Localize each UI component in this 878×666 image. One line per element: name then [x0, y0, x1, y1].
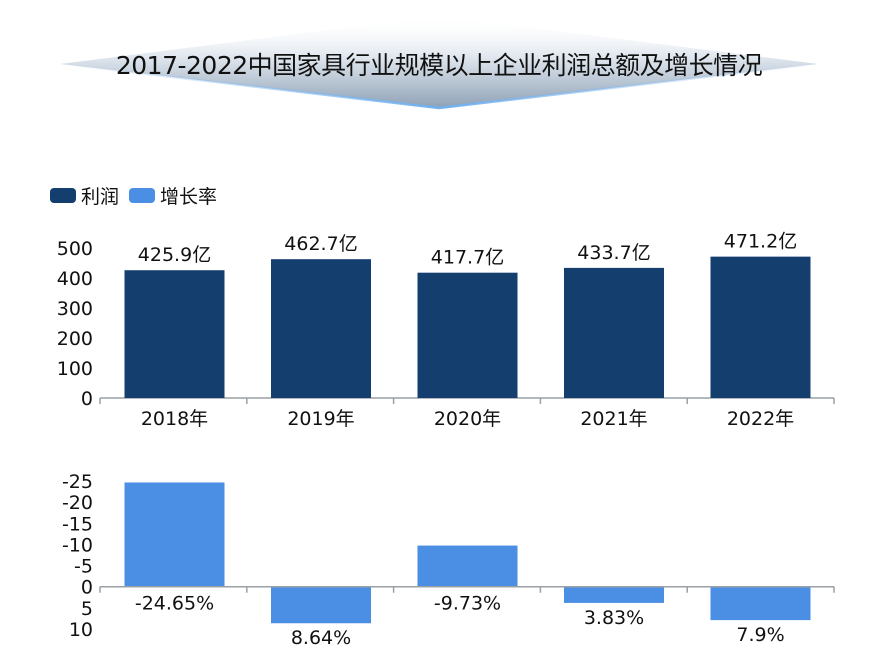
legend-swatch-profit	[50, 187, 76, 203]
y-tick-label: -15	[62, 513, 93, 535]
y-tick-label: 300	[57, 298, 93, 320]
x-category-label: 2018年	[141, 408, 208, 430]
profit-data-label: 433.7亿	[577, 242, 650, 264]
profit-data-label: 425.9亿	[138, 244, 211, 266]
growth-bar	[564, 586, 664, 603]
profit-data-label: 417.7亿	[431, 247, 504, 269]
y-tick-label: -5	[74, 556, 93, 578]
growth-data-label: 7.9%	[736, 624, 784, 646]
profit-bar	[271, 259, 371, 398]
y-tick-label: -25	[62, 471, 93, 493]
y-tick-label: -20	[62, 492, 93, 514]
legend-item-profit: 利润	[50, 182, 119, 209]
legend: 利润 增长率	[50, 182, 227, 209]
y-tick-label: 400	[57, 268, 93, 290]
y-tick-label: 0	[81, 388, 93, 410]
x-category-label: 2019年	[287, 408, 354, 430]
legend-label-profit: 利润	[81, 185, 120, 208]
profit-bar-chart: 500 400 300 200 100 0 425.9亿 2018年 462.7亿 2019年 41…	[57, 231, 835, 430]
y-tick-label: 200	[57, 328, 93, 350]
legend-label-growth: 增长率	[160, 185, 218, 208]
x-category-label: 2021年	[580, 408, 647, 430]
growth-bar	[124, 482, 225, 587]
x-category-label: 2022年	[727, 408, 794, 430]
profit-bar	[417, 272, 518, 398]
profit-bar	[710, 256, 811, 398]
x-category-label: 2020年	[434, 408, 501, 430]
legend-swatch-growth	[129, 187, 156, 203]
y-tick-label: -10	[62, 534, 93, 556]
growth-bar	[417, 545, 518, 587]
y-tick-label: 10	[69, 619, 93, 641]
growth-bar	[710, 586, 811, 621]
profit-bar	[564, 267, 664, 398]
title-banner	[0, 0, 878, 130]
profit-data-label: 471.2亿	[724, 231, 797, 253]
chart-title: 2017-2022中国家具行业规模以上企业利润总额及增长情况	[115, 51, 763, 80]
y-tick-label: 5	[81, 598, 93, 620]
growth-data-label: 8.64%	[291, 627, 351, 649]
growth-data-label: -9.73%	[434, 593, 501, 615]
y-tick-label: 100	[57, 358, 93, 380]
growth-bar	[271, 586, 371, 624]
y-tick-label: 0	[81, 577, 93, 599]
profit-bar	[124, 270, 225, 398]
growth-data-label: 3.83%	[584, 607, 644, 629]
profit-data-label: 462.7亿	[284, 233, 357, 255]
y-tick-label: 500	[57, 238, 93, 260]
legend-item-growth: 增长率	[129, 182, 217, 209]
growth-data-label: -24.65%	[135, 593, 214, 615]
